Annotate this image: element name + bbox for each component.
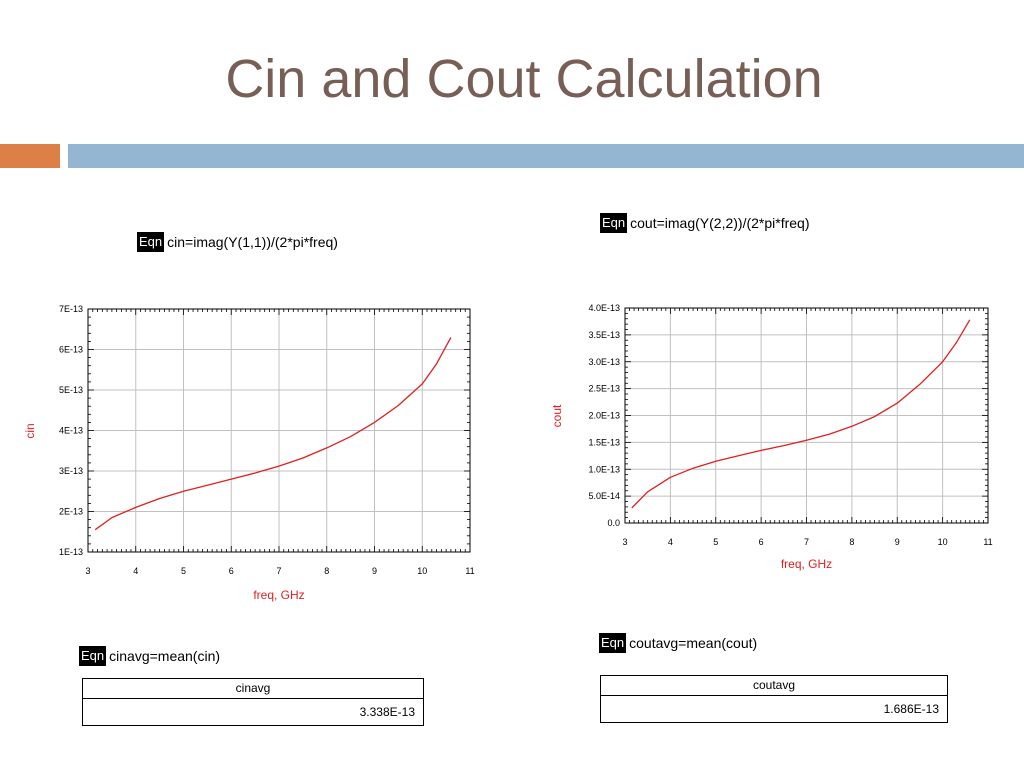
cin-y-tick-label: 6E-13 <box>59 345 83 355</box>
cout-x-tick-label: 10 <box>938 537 948 547</box>
cout-x-tick-label: 4 <box>668 537 673 547</box>
cout-equation: Eqn cout=imag(Y(2,2))/(2*pi*freq) <box>600 213 810 233</box>
cout-y-tick-label: 5.0E-14 <box>588 491 620 501</box>
cout-y-tick-label: 3.0E-13 <box>588 357 620 367</box>
eqn-tag: Eqn <box>79 646 107 666</box>
cout-y-tick-label: 2.0E-13 <box>588 411 620 421</box>
coutavg-table-value: 1.686E-13 <box>883 702 939 716</box>
cout-y-tick-label: 4.0E-13 <box>588 303 620 313</box>
coutavg-equation: Eqn coutavg=mean(cout) <box>599 633 757 653</box>
cout-x-tick-label: 11 <box>983 537 992 547</box>
cin-x-tick-label: 4 <box>133 566 138 576</box>
cin-x-tick-label: 9 <box>372 566 377 576</box>
eqn-tag: Eqn <box>599 633 627 653</box>
cout-x-axis-label: freq, GHz <box>781 557 832 571</box>
cin-series-line <box>94 337 452 531</box>
accent-bar-orange <box>0 144 60 168</box>
cout-x-tick-label: 7 <box>804 537 809 547</box>
cout-x-tick-label: 5 <box>713 537 718 547</box>
cin-x-tick-label: 6 <box>229 566 234 576</box>
cin-x-tick-label: 10 <box>417 566 427 576</box>
cinavg-equation: Eqn cinavg=mean(cin) <box>79 646 220 666</box>
cout-y-tick-label: 1.5E-13 <box>588 437 620 447</box>
cout-expression: cout=imag(Y(2,2))/(2*pi*freq) <box>630 215 810 231</box>
cout-y-tick-label: 3.5E-13 <box>588 330 620 340</box>
cout-x-tick-label: 9 <box>895 537 900 547</box>
cin-y-tick-label: 4E-13 <box>59 426 83 436</box>
cin-plot-frame <box>87 308 471 553</box>
cin-expression: cin=imag(Y(1,1))/(2*pi*freq) <box>167 234 338 250</box>
cin-x-tick-label: 8 <box>324 566 329 576</box>
cin-x-axis-label: freq, GHz <box>253 588 304 602</box>
cout-x-tick-label: 3 <box>622 537 627 547</box>
cin-y-tick-label: 2E-13 <box>59 507 83 517</box>
cout-series-line <box>631 319 971 509</box>
coutavg-expression: coutavg=mean(cout) <box>629 635 758 651</box>
accent-bar-blue <box>68 144 1024 168</box>
cout-y-tick-label: 2.5E-13 <box>588 384 620 394</box>
eqn-tag: Eqn <box>137 232 165 252</box>
cinavg-table-header: cinavg <box>83 679 423 699</box>
cin-y-tick-label: 7E-13 <box>59 304 83 314</box>
cout-x-tick-label: 6 <box>759 537 764 547</box>
cout-y-tick-label: 0.0 <box>607 518 620 528</box>
cin-y-tick-label: 1E-13 <box>59 547 83 557</box>
eqn-tag: Eqn <box>600 213 628 233</box>
coutavg-table: coutavg 1.686E-13 <box>600 675 948 723</box>
cin-equation: Eqn cin=imag(Y(1,1))/(2*pi*freq) <box>137 232 338 252</box>
cin-y-axis-label: cin <box>23 423 37 438</box>
cinavg-table-value: 3.338E-13 <box>359 705 415 719</box>
cinavg-table: cinavg 3.338E-13 <box>82 678 424 726</box>
cout-y-axis-label: cout <box>550 404 564 427</box>
cin-x-tick-label: 7 <box>276 566 281 576</box>
cin-y-tick-label: 5E-13 <box>59 385 83 395</box>
slide-title: Cin and Cout Calculation <box>225 49 823 109</box>
cout-plot-frame <box>624 307 989 524</box>
cin-y-tick-label: 3E-13 <box>59 466 83 476</box>
cout-y-tick-label: 1.0E-13 <box>588 464 620 474</box>
coutavg-table-header: coutavg <box>601 676 947 696</box>
cinavg-expression: cinavg=mean(cin) <box>109 648 221 664</box>
cin-x-tick-label: 5 <box>181 566 186 576</box>
cin-x-tick-label: 3 <box>85 566 90 576</box>
cin-x-tick-label: 11 <box>465 566 474 576</box>
cout-x-tick-label: 8 <box>849 537 854 547</box>
